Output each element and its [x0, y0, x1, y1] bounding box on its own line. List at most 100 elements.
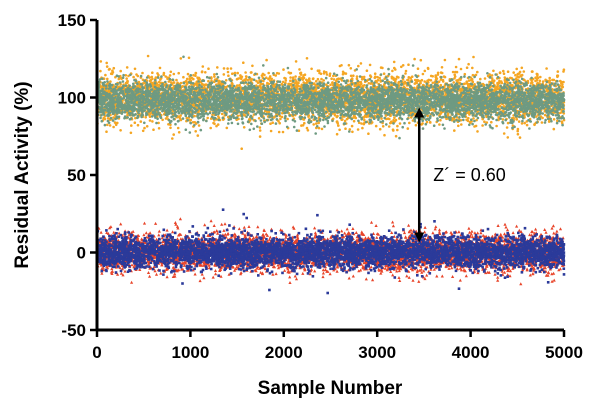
- data-point: [515, 118, 519, 121]
- data-point: [401, 64, 405, 67]
- data-point: [320, 77, 323, 81]
- data-point: [396, 124, 399, 128]
- data-point: [522, 70, 526, 73]
- data-point: [203, 84, 206, 87]
- data-point: [282, 68, 285, 71]
- data-point: [545, 67, 548, 70]
- data-point: [363, 118, 366, 122]
- data-point: [316, 69, 320, 72]
- data-point: [204, 71, 207, 74]
- data-point: [420, 123, 424, 126]
- data-point: [185, 77, 189, 81]
- data-point: [162, 73, 165, 77]
- data-point: [423, 69, 427, 73]
- data-point: [158, 66, 162, 70]
- data-point: [423, 80, 427, 83]
- data-point: [516, 127, 520, 131]
- data-point: [320, 127, 324, 131]
- data-point: [362, 75, 366, 79]
- data-point: [294, 60, 298, 63]
- data-point: [516, 72, 520, 76]
- data-point: [164, 117, 168, 120]
- data-point: [125, 66, 129, 69]
- data-point: [483, 120, 486, 123]
- data-point: [509, 76, 512, 80]
- data-point: [112, 66, 116, 70]
- data-point: [441, 80, 445, 83]
- data-point: [220, 82, 223, 86]
- data-point: [361, 126, 364, 130]
- data-point: [297, 129, 301, 132]
- data-point: [505, 126, 509, 129]
- data-point: [376, 78, 380, 82]
- data-point: [374, 75, 377, 78]
- data-point: [406, 78, 409, 82]
- data-point: [369, 75, 373, 79]
- data-point: [157, 73, 160, 77]
- data-point: [500, 80, 503, 83]
- data-point: [311, 77, 315, 81]
- data-point: [197, 124, 201, 127]
- data-point: [245, 75, 248, 79]
- data-point: [133, 67, 137, 71]
- data-point: [520, 66, 524, 70]
- data-point: [344, 127, 347, 130]
- data-point: [352, 119, 356, 123]
- data-point: [108, 124, 112, 127]
- data-point: [103, 117, 107, 121]
- data-point: [169, 126, 172, 130]
- data-point: [212, 121, 215, 125]
- data-point: [496, 85, 500, 88]
- data-point: [552, 118, 556, 121]
- data-point: [556, 70, 560, 73]
- data-point: [506, 136, 510, 139]
- data-point: [388, 117, 391, 121]
- data-point: [126, 113, 129, 117]
- data-point: [463, 72, 467, 76]
- data-point: [305, 78, 308, 82]
- data-point: [560, 120, 564, 123]
- data-point: [301, 124, 305, 127]
- data-point: [243, 78, 246, 82]
- data-point: [541, 116, 544, 120]
- data-point: [196, 134, 200, 137]
- data-point: [428, 120, 432, 124]
- data-point: [310, 67, 313, 71]
- data-point: [440, 66, 444, 69]
- data-point: [529, 81, 533, 85]
- data-point: [136, 123, 140, 127]
- data-point: [240, 147, 243, 150]
- data-point: [436, 73, 440, 76]
- data-point: [237, 77, 240, 80]
- data-point: [337, 77, 340, 80]
- data-point: [280, 82, 284, 86]
- data-point: [487, 91, 490, 94]
- data-point: [439, 78, 443, 81]
- data-point: [340, 64, 343, 67]
- data-point: [368, 63, 372, 67]
- data-point: [227, 74, 230, 77]
- data-point: [392, 60, 396, 64]
- data-point: [465, 118, 468, 122]
- data-point: [357, 64, 360, 68]
- data-point: [299, 71, 302, 75]
- data-point: [157, 127, 161, 130]
- data-point: [410, 75, 414, 78]
- data-point: [373, 72, 377, 75]
- data-point: [201, 65, 205, 68]
- data-point: [226, 67, 229, 70]
- data-point: [393, 116, 396, 119]
- data-point: [396, 128, 399, 132]
- data-point: [220, 112, 224, 116]
- data-point: [516, 129, 519, 133]
- data-point: [107, 68, 111, 71]
- data-point: [315, 122, 318, 125]
- data-point: [161, 118, 164, 122]
- data-point: [335, 79, 338, 83]
- data-point: [139, 120, 143, 123]
- data-point: [349, 74, 353, 78]
- data-point: [190, 76, 194, 80]
- data-point: [177, 71, 180, 75]
- data-point: [340, 79, 344, 82]
- data-point: [111, 70, 114, 74]
